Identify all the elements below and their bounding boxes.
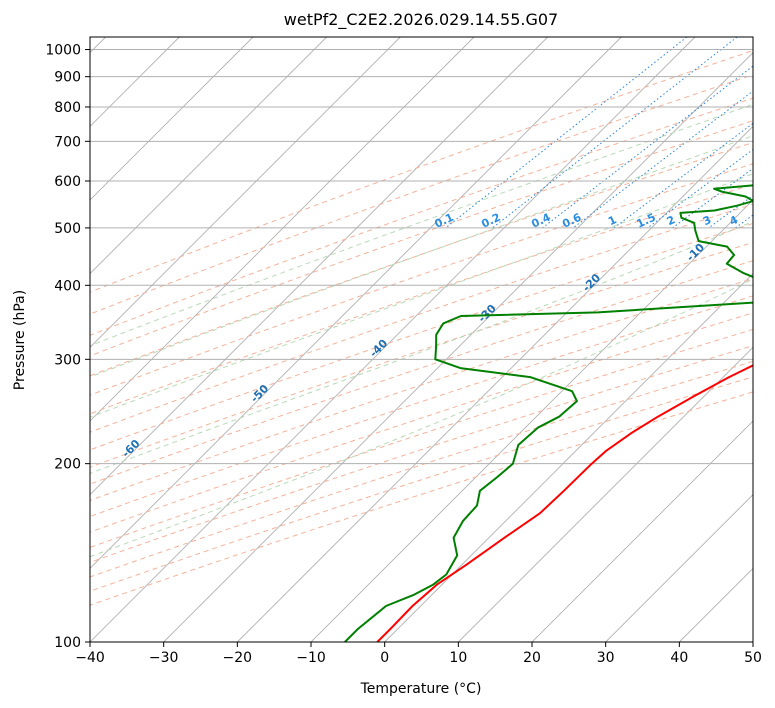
x-tick-label: 40 [670, 650, 688, 666]
mixing-ratio-label: 1 [606, 213, 618, 228]
dry-adiabat-line [90, 50, 753, 293]
dry-adiabat-line [90, 183, 753, 415]
mixing-ratio-line [613, 122, 753, 229]
dry-adiabat-line [90, 312, 753, 533]
y-tick-label: 400 [54, 278, 81, 294]
dry-adiabat-line [90, 203, 753, 433]
dry-adiabat-line [90, 97, 753, 336]
dry-adiabat-line [90, 328, 753, 548]
dry-adiabat-label: -70 [0, 488, 18, 511]
dry-adiabat-line [90, 295, 753, 518]
x-tick-label: −10 [296, 650, 326, 666]
dry-adiabat-line [90, 222, 753, 451]
mixing-ratio-label: 6 [766, 213, 775, 228]
dry-adiabat-label: -40 [367, 337, 390, 360]
dry-adiabat-line [90, 391, 753, 606]
dry-adiabat-line [90, 376, 753, 592]
mixing-ratio-label: 2 [665, 213, 677, 228]
x-tick-label: −30 [149, 650, 179, 666]
x-tick-label: 10 [449, 650, 467, 666]
dry-adiabat-line [90, 74, 753, 315]
isotherm-line [752, 641, 753, 642]
mixing-ratio-line [492, 37, 738, 229]
x-tick-label: 50 [744, 650, 762, 666]
isotherm-line [384, 273, 753, 642]
isotherm-line [90, 37, 401, 348]
mixing-ratio-line [445, 37, 688, 229]
x-tick-label: 0 [380, 650, 389, 666]
dry-adiabat-line [90, 278, 753, 501]
dry-adiabat-label: -60 [119, 437, 142, 460]
isotherm-line [90, 37, 254, 201]
moist-adiabat-line [90, 278, 753, 558]
isotherm-line [531, 420, 753, 642]
mixing-ratio-label: 4 [728, 213, 741, 228]
isotherm-line [679, 567, 753, 642]
mixing-ratio-line [542, 65, 753, 229]
dry-adiabat-line [90, 260, 753, 485]
x-tick-label: −40 [75, 650, 105, 666]
moist-adiabat-line [90, 220, 753, 474]
isotherm-line [237, 125, 753, 642]
moist-adiabat-line [90, 135, 753, 378]
isotherm-line [90, 37, 696, 642]
dry-adiabat-line [90, 142, 753, 377]
dry-adiabat-label: -30 [476, 302, 499, 325]
isotherm-line [90, 37, 327, 275]
isotherm-line [163, 52, 753, 642]
y-tick-label: 300 [54, 352, 81, 368]
x-tick-label: 30 [597, 650, 615, 666]
dry-adiabat-line [90, 360, 753, 578]
isotherm-line [90, 37, 622, 569]
y-tick-label: 200 [54, 457, 81, 473]
temperature-profile-line [376, 364, 753, 642]
mixing-ratio-line [672, 167, 753, 229]
isotherm-line [605, 494, 753, 642]
moist-adiabat-line [90, 103, 753, 347]
moist-adiabat-line [90, 173, 753, 418]
y-tick-label: 800 [54, 100, 81, 116]
mixing-ratio-line [734, 214, 753, 229]
dewpoint-profile-line [344, 184, 753, 642]
y-tick-label: 1000 [45, 43, 81, 59]
dry-adiabat-line [90, 345, 753, 563]
y-tick-label: 100 [54, 635, 81, 651]
y-axis-label: Pressure (hPa) [12, 290, 28, 390]
dry-adiabat-label: -10 [684, 241, 707, 264]
y-tick-label: 600 [54, 174, 81, 190]
y-tick-label: 900 [54, 70, 81, 86]
dry-adiabat-line [90, 241, 753, 468]
isotherm-line [90, 37, 548, 496]
dry-adiabat-label: -50 [248, 382, 271, 405]
mixing-ratio-line [708, 194, 753, 229]
plot-frame [89, 36, 754, 643]
chart-title: wetPf2_C2E2.2026.029.14.55.G07 [284, 10, 558, 30]
y-tick-label: 700 [54, 134, 81, 150]
x-axis-label: Temperature (°C) [360, 681, 482, 697]
x-tick-label: −20 [223, 650, 253, 666]
dry-adiabat-line [90, 163, 753, 396]
isotherm-line [90, 37, 475, 422]
y-tick-label: 500 [54, 221, 81, 237]
dry-adiabat-line [90, 120, 753, 357]
x-tick-label: 20 [523, 650, 541, 666]
isotherm-line [458, 346, 753, 642]
